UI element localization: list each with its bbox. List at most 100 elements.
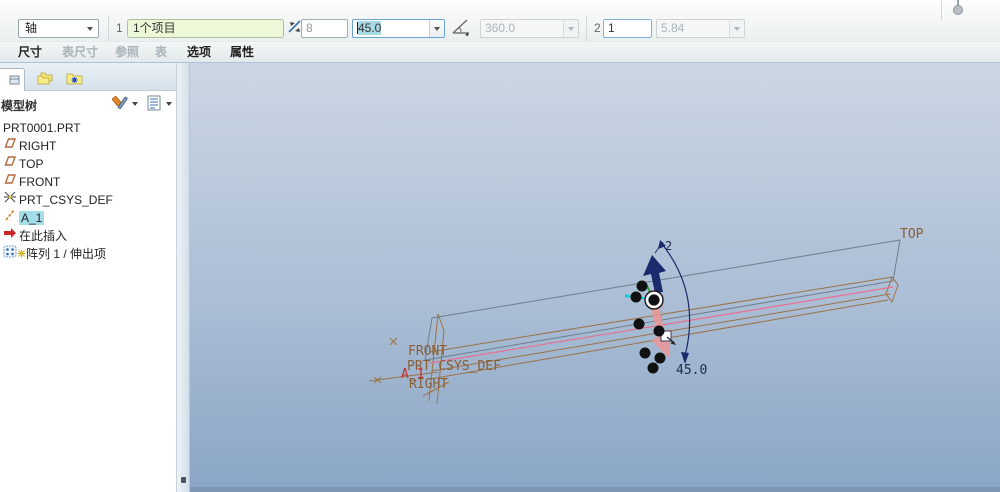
model-tree-header: 模型树 — [0, 91, 176, 118]
model-tree-title: 模型树 — [1, 99, 38, 113]
tree-item-label: PRT_CSYS_DEF — [19, 192, 113, 207]
tab-options[interactable]: 选项 — [187, 45, 212, 59]
direction1-label: 1 — [116, 21, 123, 35]
direction2-leader — [654, 241, 664, 254]
tree-item-label: 阵列 1 / 伸出项 — [26, 246, 107, 261]
chevron-down-icon[interactable] — [166, 102, 172, 106]
text-cursor — [357, 22, 358, 34]
pattern-dot[interactable] — [636, 280, 648, 292]
tree-item-label: FRONT — [19, 174, 61, 189]
folder-star-icon[interactable] — [64, 70, 86, 86]
toolbar-divider — [941, 0, 942, 20]
cyan-endpoint — [625, 294, 628, 298]
model-scene: TOP FRONT PRT_CSYS_DEF A_1 RIGHT 45.0 2 — [368, 227, 924, 405]
tree-item-insert-here[interactable]: 在此插入 — [0, 226, 176, 244]
pin-icon[interactable] — [948, 0, 968, 16]
tree-item-csys[interactable]: PRT_CSYS_DEF — [0, 190, 176, 208]
csys-icon — [4, 191, 16, 203]
direction1-arrow[interactable] — [643, 255, 666, 293]
direction2-spacing-dropdown-button — [729, 20, 744, 37]
csys-label: PRT_CSYS_DEF — [407, 359, 501, 374]
model-tree: PRT0001.PRT RIGHT TOP FRONT PRT_CSYS_DEF — [0, 118, 176, 492]
chevron-down-icon — [734, 26, 740, 31]
direction2-count-field[interactable]: 1 — [603, 19, 652, 38]
handle-arrowhead-icon — [670, 340, 676, 345]
tree-item-label: TOP — [19, 156, 44, 171]
tree-settings-icon[interactable] — [146, 95, 162, 112]
tree-item-front-plane[interactable]: FRONT — [0, 172, 176, 190]
tree-item-label: 在此插入 — [19, 228, 68, 243]
pattern-dots — [630, 280, 666, 374]
pattern-icon — [3, 245, 17, 258]
full-angle-field: 360.0 — [480, 19, 579, 38]
toolbar-divider — [586, 15, 587, 41]
angle-value-field[interactable]: 45.0 — [352, 19, 445, 38]
angle-dimension-arc[interactable] — [661, 243, 691, 357]
datum-plane-icon — [4, 156, 17, 167]
tab-references: 参照 — [115, 45, 140, 59]
pattern-items-field[interactable]: 1个项目 — [127, 19, 284, 38]
tree-item-part[interactable]: PRT0001.PRT — [0, 118, 176, 136]
navigator-panel: 模型树 PRT0001.PRT RIGHT — [0, 63, 176, 492]
angle-value-dropdown-button[interactable] — [429, 20, 444, 37]
canvas-bottom-edge — [190, 487, 1000, 492]
tree-item-label: RIGHT — [19, 138, 57, 153]
splitter-handle-icon[interactable] — [181, 477, 186, 483]
right-plane-label: RIGHT — [409, 377, 448, 392]
pattern-dot[interactable] — [654, 352, 666, 364]
dashboard-tabs: 尺寸 表尺寸 参照 表 选项 属性 — [0, 42, 1000, 63]
direction2-spacing-field: 5.84 — [656, 19, 745, 38]
partial-tab-icon — [9, 75, 20, 85]
tab-dimensions[interactable]: 尺寸 — [18, 45, 43, 59]
selected-dot-outer-ring — [644, 290, 664, 310]
pattern-dot[interactable] — [653, 325, 665, 337]
top-datum-plane-outline[interactable] — [424, 239, 901, 361]
tree-tools-icon[interactable] — [112, 95, 129, 112]
full-angle-value: 360.0 — [485, 21, 516, 35]
pattern-dot[interactable] — [639, 347, 651, 359]
angle-dimension-value[interactable]: 45.0 — [676, 363, 707, 378]
tree-item-label: A_1 — [19, 210, 45, 225]
pattern-dot[interactable] — [648, 294, 660, 306]
full-angle-dropdown-button — [563, 20, 578, 37]
tree-item-pattern[interactable]: 阵列 1 / 伸出项 — [0, 244, 176, 262]
pattern-dot[interactable] — [630, 291, 642, 303]
model-canvas[interactable]: TOP FRONT PRT_CSYS_DEF A_1 RIGHT 45.0 2 — [190, 63, 1000, 492]
toolbar-divider — [108, 15, 109, 41]
arc-arrowhead-icon — [681, 352, 689, 364]
model-tree-tab[interactable] — [0, 68, 25, 91]
tab-table-dimensions: 表尺寸 — [62, 45, 99, 59]
tree-item-top-plane[interactable]: TOP — [0, 154, 176, 172]
new-feature-star-icon — [17, 249, 26, 258]
direction2-label: 2 — [594, 21, 601, 35]
datum-axis-icon — [5, 209, 15, 221]
angle-measure-icon[interactable] — [450, 16, 472, 38]
selected-dot-ring — [645, 291, 663, 309]
pattern-dot[interactable] — [647, 362, 659, 374]
insert-here-arrow-icon — [4, 228, 16, 239]
direction1-count-field[interactable]: 8 — [301, 19, 348, 38]
tree-item-right-plane[interactable]: RIGHT — [0, 136, 176, 154]
front-plane-label: FRONT — [408, 344, 447, 359]
axis-a1-label: A_1 — [401, 367, 424, 382]
datum-plane-icon — [4, 138, 17, 149]
tab-properties[interactable]: 属性 — [230, 45, 255, 59]
top-plane-label: TOP — [900, 227, 924, 242]
chevron-down-icon — [434, 26, 440, 31]
datum-plane-icon — [4, 174, 17, 185]
panel-splitter[interactable] — [176, 63, 190, 492]
tree-item-label: PRT0001.PRT — [3, 120, 81, 135]
pattern-dot[interactable] — [633, 318, 645, 330]
angle-value-selected-text: 45.0 — [358, 21, 382, 35]
direction2-spacing-value: 5.84 — [661, 21, 685, 35]
tree-item-axis[interactable]: A_1 — [0, 208, 176, 226]
chevron-down-icon[interactable] — [132, 102, 138, 106]
navigator-tabstrip — [0, 63, 176, 91]
direction2-number: 2 — [665, 239, 672, 253]
tab-table: 表 — [155, 45, 168, 59]
flip-direction-icon[interactable] — [286, 18, 304, 36]
pattern-dashboard: 轴 1 1个项目 8 45.0 360.0 2 1 — [0, 0, 1000, 42]
folder-stack-icon[interactable] — [36, 70, 58, 86]
pattern-type-dropdown[interactable]: 轴 — [18, 19, 99, 38]
